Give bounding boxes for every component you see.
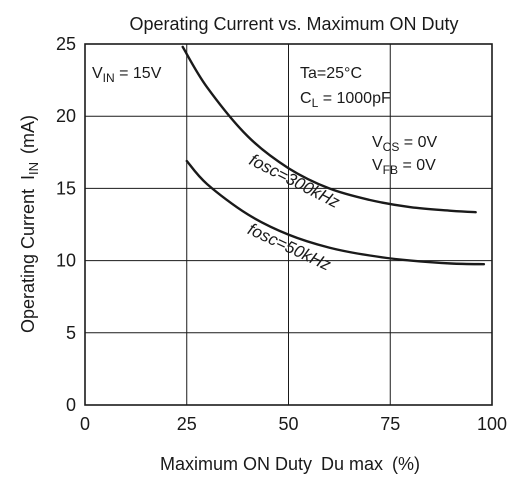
y-tick-label: 25 [56, 34, 76, 54]
annotation-vfb-pre: V [372, 157, 383, 174]
series-label-300khz: fosc=300kHz [246, 150, 343, 212]
series-group [181, 45, 486, 266]
y-axis-label-unit: (mA) [18, 115, 38, 154]
x-tick-label: 0 [80, 414, 90, 434]
annotation-vfb: VFB = 0V [372, 157, 436, 177]
annotation-vin: VIN = 15V [92, 65, 162, 85]
annotation-vcs-post: = 0V [399, 134, 437, 151]
series-label-50khz: fosc=50kHz [245, 220, 334, 275]
grid [85, 44, 492, 405]
y-axis-label: Operating Current IIN (mA) [18, 115, 41, 333]
y-axis-label-sym: I [18, 175, 38, 180]
y-axis-label-main: Operating Current [18, 189, 38, 333]
x-tick-label: 100 [477, 414, 507, 434]
y-tick-label: 20 [56, 106, 76, 126]
y-tick-label: 0 [66, 395, 76, 415]
annotation-cl-pre: C [300, 90, 312, 107]
annotation-cl: CL = 1000pF [300, 90, 391, 110]
x-tick-label: 50 [278, 414, 298, 434]
x-axis-label-main: Maximum ON Duty [160, 454, 312, 474]
annotation-vcs: VCS = 0V [372, 134, 437, 154]
x-tick-label: 75 [380, 414, 400, 434]
annotation-vin-post: = 15V [115, 65, 162, 82]
annotation-cl-post: = 1000pF [318, 90, 391, 107]
annotation-vcs-pre: V [372, 134, 383, 151]
annotation-ta: Ta=25°C [300, 65, 362, 82]
annotation-vcs-sub: CS [383, 140, 400, 154]
annotation-vfb-sub: FB [383, 163, 398, 177]
x-axis-label-var: Du max [321, 454, 383, 474]
x-tick-label: 25 [177, 414, 197, 434]
chart-title: Operating Current vs. Maximum ON Duty [129, 14, 458, 34]
x-axis-label-unit: (%) [392, 454, 420, 474]
annotation-cl-sub: L [312, 96, 319, 110]
tick-labels: 0 25 50 75 100 0 5 10 15 20 25 [56, 34, 507, 434]
annotation-vin-sub: IN [103, 71, 115, 85]
x-axis-label: Maximum ON Duty Du max (%) [160, 454, 420, 474]
y-tick-label: 15 [56, 178, 76, 198]
series-line-0 [181, 45, 477, 214]
series-line-1 [185, 159, 486, 266]
annotation-vfb-post: = 0V [398, 157, 436, 174]
y-axis-label-sub: IN [26, 162, 41, 175]
y-tick-label: 5 [66, 323, 76, 343]
annotation-vin-pre: V [92, 65, 103, 82]
y-tick-label: 10 [56, 251, 76, 271]
plot-frame [84, 43, 493, 406]
